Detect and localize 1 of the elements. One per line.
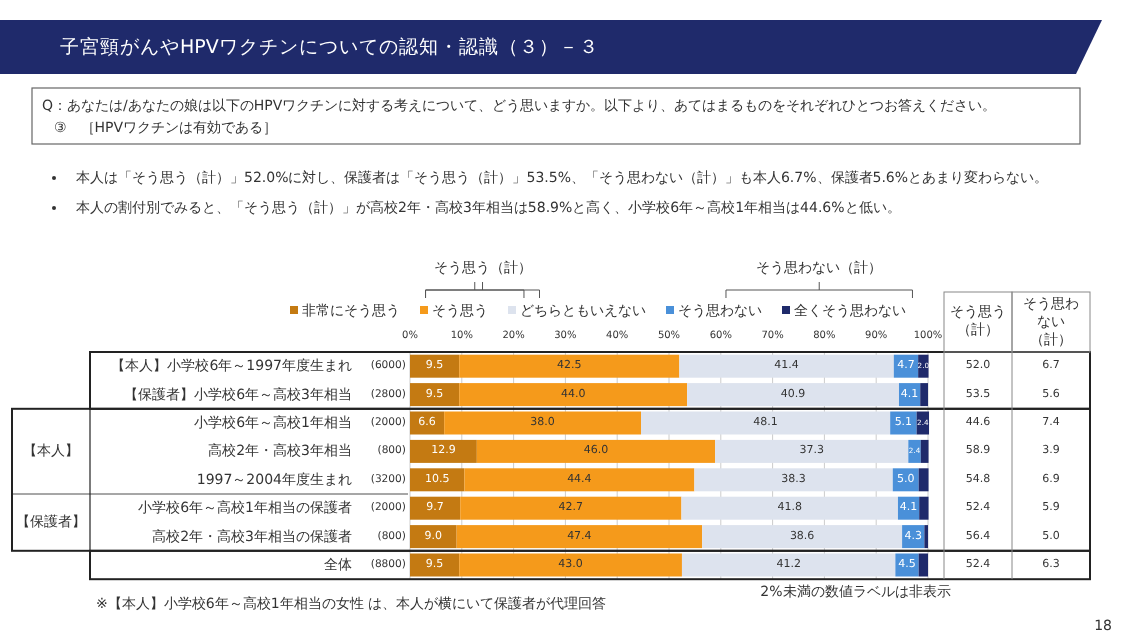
chart-title: 子宮頸がんやHPVワクチンについての認知・認識（３）－３ — [60, 35, 599, 59]
